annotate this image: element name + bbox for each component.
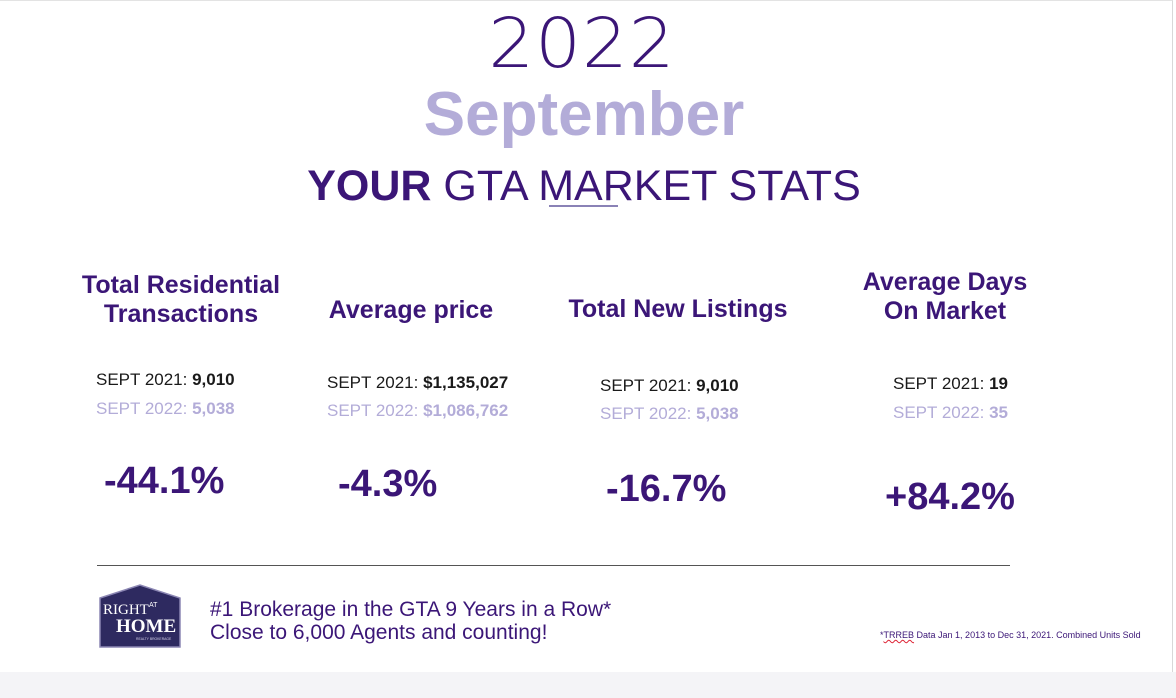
stat-change-average-price: -4.3% [338, 463, 438, 505]
stat-title-line: On Market [883, 297, 1007, 325]
market-stats-slide: 2022 September YOUR GTA MARKET STATS Tot… [0, 0, 1173, 673]
stat-label: SEPT 2022: [327, 401, 424, 420]
stat-change-days-on-market: +84.2% [885, 476, 1015, 518]
stat-value: $1,135,027 [423, 373, 509, 392]
bottom-strip [0, 672, 1176, 698]
footnote-asterisk: * [880, 630, 884, 640]
stat-value: 5,038 [192, 399, 235, 418]
market-stats-headline: YOUR GTA MARKET STATS [0, 161, 1168, 211]
stat-label: SEPT 2022: [600, 404, 697, 423]
brokerage-tagline: #1 Brokerage in the GTA 9 Years in a Row… [210, 598, 611, 644]
stat-label: SEPT 2021: [893, 374, 990, 393]
logo-text-home: HOME [116, 616, 176, 637]
stat-title-line: Transactions [103, 300, 259, 328]
headline-rest: GTA MARKET STATS [431, 162, 861, 210]
headline-bold: YOUR [307, 162, 432, 210]
stat-2022-average-price: SEPT 2022: $1,086,762 [327, 400, 508, 422]
tagline-line: Close to 6,000 Agents and counting! [210, 621, 548, 644]
stat-title-average-price: Average price [326, 296, 496, 325]
stat-label: SEPT 2022: [893, 403, 990, 422]
house-logo-icon: RIGHT AT HOME REALTY BROKERAGE [98, 584, 182, 648]
logo-text-brokerage: REALTY BROKERAGE [136, 637, 172, 641]
brand-logo-graphic: RIGHT AT HOME REALTY BROKERAGE [99, 584, 181, 648]
stat-value: $1,086,762 [423, 401, 509, 420]
tagline-line: #1 Brokerage in the GTA 9 Years in a Row… [210, 598, 612, 621]
headline-underline-mark [549, 205, 618, 207]
stat-title-line: Total Residential [81, 271, 281, 299]
stat-change-transactions: -44.1% [104, 460, 225, 502]
stat-2022-days-on-market: SEPT 2022: 35 [893, 402, 1008, 424]
stat-2021-transactions: SEPT 2021: 9,010 [96, 369, 235, 391]
stat-title-line: Average price [328, 296, 494, 324]
footnote-source: TRREB [883, 630, 915, 640]
stat-2021-new-listings: SEPT 2021: 9,010 [600, 375, 739, 397]
stat-2021-average-price: SEPT 2021: $1,135,027 [327, 372, 508, 394]
stat-value: 35 [989, 403, 1009, 422]
stat-label: SEPT 2021: [600, 376, 697, 395]
stat-title-transactions: Total Residential Transactions [80, 271, 282, 329]
stat-2022-transactions: SEPT 2022: 5,038 [96, 398, 235, 420]
stat-2022-new-listings: SEPT 2022: 5,038 [600, 403, 739, 425]
logo-text-at: AT [149, 602, 158, 609]
stat-value: 19 [989, 374, 1009, 393]
data-source-footnote: *TRREB Data Jan 1, 2013 to Dec 31, 2021.… [880, 630, 1141, 640]
stat-title-days-on-market: Average Days On Market [858, 268, 1032, 326]
stat-2021-days-on-market: SEPT 2021: 19 [893, 373, 1008, 395]
stat-value: 9,010 [696, 376, 739, 395]
month-heading: September [423, 80, 745, 149]
stat-value: 9,010 [192, 370, 235, 389]
stat-label: SEPT 2021: [96, 370, 193, 389]
stat-change-new-listings: -16.7% [606, 468, 727, 510]
year-heading: 2022 [488, 3, 676, 83]
logo-text-right: RIGHT [103, 602, 149, 618]
stat-label: SEPT 2021: [327, 373, 424, 392]
stat-label: SEPT 2022: [96, 399, 193, 418]
stat-title-new-listings: Total New Listings [564, 295, 792, 324]
stat-title-line: Average Days [862, 268, 1028, 296]
footer-divider [97, 565, 1010, 566]
stat-value: 5,038 [696, 404, 739, 423]
footnote-text: Data Jan 1, 2013 to Dec 31, 2021. Combin… [914, 630, 1141, 640]
stat-title-line: Total New Listings [568, 295, 788, 323]
